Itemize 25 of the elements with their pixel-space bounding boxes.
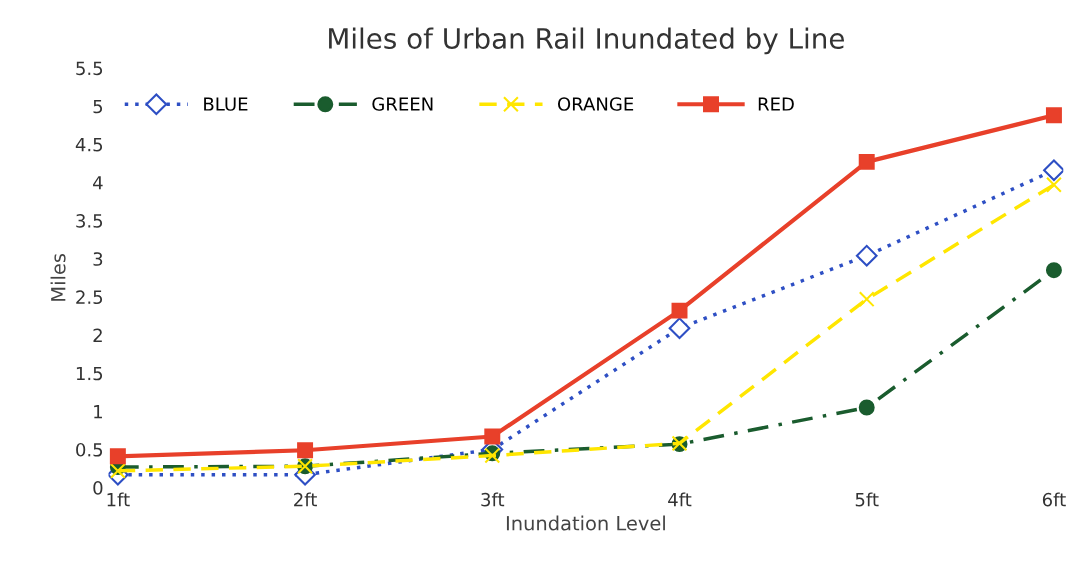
x-tick-label: 6ft [1042,492,1066,507]
y-axis-title: Miles [50,253,66,301]
y-tick-label: 4 [93,176,103,190]
y-tick-label: 2.5 [76,290,103,305]
y-tick-label: 0 [93,481,103,495]
x-tick-label: 1ft [107,492,130,507]
legend-label: ORANGE [557,97,634,111]
chart-title: Miles of Urban Rail Inundated by Line [329,27,844,55]
y-tick-label: 0.5 [76,442,103,457]
y-tick-label: 2 [93,328,102,342]
y-tick-label: 4.5 [75,138,103,152]
legend-label: RED [758,97,794,111]
y-tick-label: 5.5 [76,61,103,76]
y-tick-label: 3.5 [76,214,103,228]
x-axis-title: Inundation Level [506,515,665,531]
y-tick-label: 3 [93,252,103,266]
legend-label: GREEN [372,97,433,111]
y-tick-label: 1 [94,405,102,419]
x-tick-label: 3ft [481,492,505,507]
y-tick-label: 1.5 [76,366,103,381]
y-tick-label: 5 [93,99,103,114]
x-tick-label: 5ft [855,492,879,507]
x-tick-label: 2ft [294,492,317,507]
legend-label: BLUE [204,97,248,111]
x-tick-label: 4ft [668,492,692,507]
